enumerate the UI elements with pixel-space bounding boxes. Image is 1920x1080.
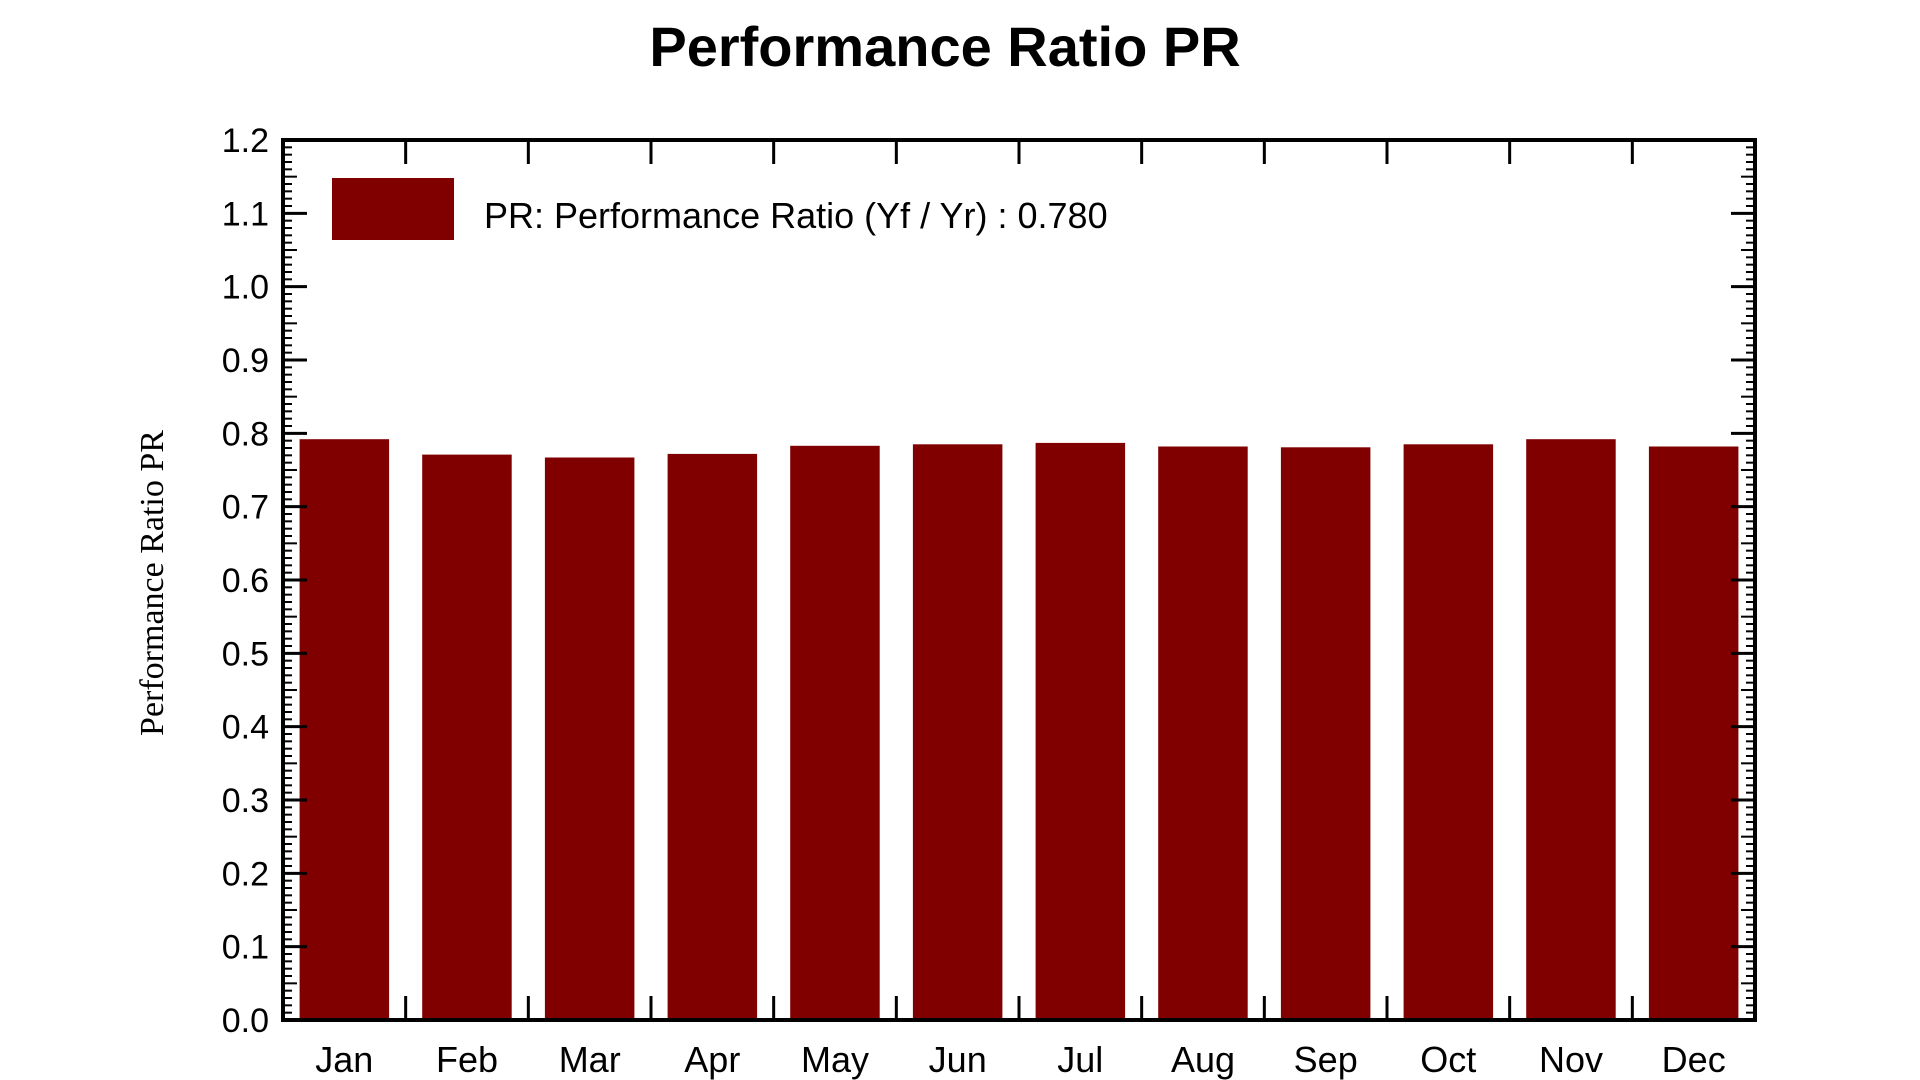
y-tick-label: 0.9 xyxy=(222,342,269,380)
y-tick-label: 0.4 xyxy=(222,709,269,747)
y-tick-label: 0.8 xyxy=(222,415,269,453)
bar-jul xyxy=(1035,442,1126,1020)
y-tick-label: 1.2 xyxy=(222,122,269,160)
bar-jun xyxy=(912,444,1003,1020)
x-tick-label: Feb xyxy=(436,1039,498,1080)
y-axis-label: Performance Ratio PR xyxy=(134,430,171,736)
bar-aug xyxy=(1158,446,1248,1020)
legend-label: PR: Performance Ratio (Yf / Yr) : 0.780 xyxy=(484,195,1108,236)
bar-apr xyxy=(667,453,758,1020)
x-tick-label: Dec xyxy=(1662,1039,1726,1080)
axis-labels-group: Jan Feb Mar Apr May Jun Jul Aug Sep Oct Nov Dec 0.0 0… xyxy=(222,122,1726,1080)
y-tick-label: 0.2 xyxy=(222,855,269,893)
x-tick-label: Aug xyxy=(1171,1039,1235,1080)
y-tick-label: 0.5 xyxy=(222,635,269,673)
bar-nov xyxy=(1526,439,1616,1020)
bar-jan xyxy=(299,439,390,1020)
x-tick-label: Jul xyxy=(1057,1039,1103,1080)
bar-mar xyxy=(544,457,635,1020)
bar-dec xyxy=(1648,446,1739,1020)
x-tick-label: Mar xyxy=(559,1039,621,1080)
x-tick-label: Oct xyxy=(1420,1039,1476,1080)
x-tick-label: Jun xyxy=(929,1039,987,1080)
legend: PR: Performance Ratio (Yf / Yr) : 0.780 xyxy=(332,178,1108,240)
legend-swatch xyxy=(332,178,454,240)
y-tick-label: 1.0 xyxy=(222,269,269,307)
y-tick-label: 0.3 xyxy=(222,782,269,820)
y-tick-label: 1.1 xyxy=(222,195,269,233)
bars-group xyxy=(299,439,1739,1021)
y-tick-label: 0.0 xyxy=(222,1002,269,1040)
y-tick-label: 0.6 xyxy=(222,562,269,600)
y-tick-label: 0.1 xyxy=(222,929,269,967)
bar-may xyxy=(790,445,880,1020)
x-tick-label: Nov xyxy=(1539,1039,1603,1080)
bar-feb xyxy=(422,454,512,1021)
x-tick-label: Sep xyxy=(1294,1039,1358,1080)
x-tick-label: May xyxy=(801,1039,869,1080)
plot-frame xyxy=(281,138,1757,1022)
x-tick-label: Apr xyxy=(684,1039,740,1080)
bar-sep xyxy=(1280,447,1371,1020)
bar-oct xyxy=(1403,444,1494,1020)
y-tick-label: 0.7 xyxy=(222,489,269,527)
x-tick-label: Jan xyxy=(315,1039,373,1080)
chart-title: Performance Ratio PR xyxy=(649,15,1240,78)
